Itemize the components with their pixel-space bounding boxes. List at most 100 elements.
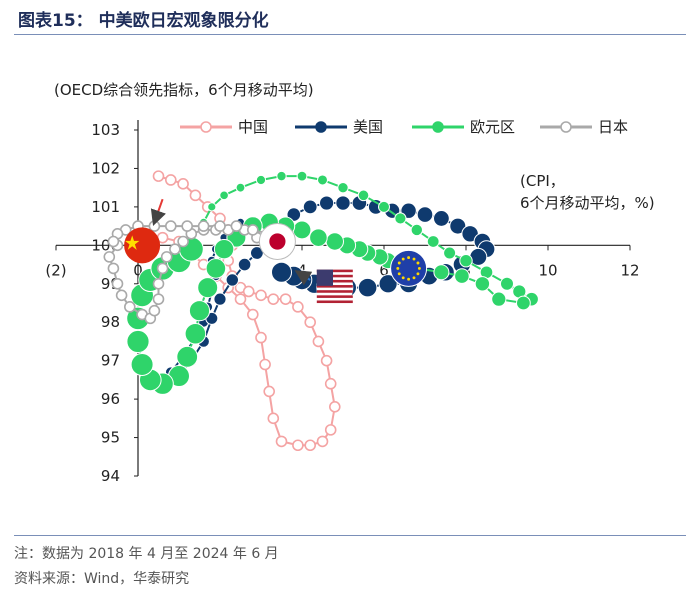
- x-tick-label: (2): [45, 261, 66, 279]
- data-point: [443, 246, 457, 260]
- data-point: [316, 435, 329, 448]
- data-point: [152, 170, 165, 182]
- data-point: [205, 258, 227, 279]
- data-point: [279, 293, 292, 305]
- data-point: [317, 174, 328, 186]
- x-axis-label-line1: (CPI，: [520, 172, 565, 190]
- direction-arrow: [150, 198, 166, 227]
- star-icon: [412, 257, 416, 261]
- star-icon: [416, 261, 420, 265]
- data-point: [325, 232, 344, 251]
- stripe: [316, 295, 353, 298]
- star-icon: [416, 272, 420, 276]
- data-point: [357, 277, 378, 298]
- data-point: [304, 316, 317, 329]
- stripe: [316, 274, 353, 278]
- data-point: [181, 220, 193, 232]
- top-divider: [14, 34, 686, 35]
- data-point: [378, 200, 390, 213]
- data-point: [219, 190, 229, 201]
- legend-label: 美国: [353, 118, 383, 136]
- data-point: [235, 182, 246, 193]
- legend-swatch-marker: [315, 121, 327, 133]
- star-icon: [401, 276, 405, 280]
- star-icon: [397, 261, 401, 265]
- data-point: [165, 174, 177, 186]
- y-tick-label: 97: [101, 352, 120, 370]
- data-point: [433, 210, 450, 227]
- data-point: [207, 202, 217, 212]
- data-point: [213, 238, 235, 260]
- y-axis-label: (OECD综合领先指标，6个月移动平均): [54, 81, 314, 99]
- data-point: [319, 195, 335, 211]
- data-point: [197, 220, 210, 232]
- data-point: [324, 424, 337, 436]
- y-tick-label: 101: [91, 198, 120, 216]
- data-point: [271, 261, 292, 283]
- data-point: [454, 268, 470, 284]
- data-point: [111, 277, 124, 290]
- x-axis-label-line2: 6个月移动平均，%): [520, 194, 655, 212]
- data-point: [292, 439, 304, 452]
- flag-日本: [258, 222, 296, 260]
- data-point: [328, 400, 341, 413]
- y-tick-label: 98: [101, 313, 120, 331]
- data-point: [292, 301, 304, 313]
- data-point: [103, 251, 116, 263]
- data-point: [130, 353, 154, 377]
- star-icon: [407, 277, 411, 281]
- data-point: [304, 439, 317, 452]
- stripe: [316, 300, 353, 304]
- data-point: [177, 178, 189, 190]
- data-point: [176, 345, 199, 368]
- data-point: [320, 354, 333, 367]
- flag-美国: [316, 269, 354, 307]
- star-icon: [407, 256, 411, 260]
- eu-flag-icon: [390, 249, 428, 287]
- legend-swatch-marker: [200, 121, 212, 133]
- x-tick-label: 10: [538, 261, 557, 279]
- legend-swatch-marker: [560, 121, 572, 133]
- star-icon: [412, 276, 416, 280]
- data-point: [474, 276, 491, 292]
- data-point: [426, 235, 440, 248]
- flag-欧元区: [390, 249, 428, 287]
- data-point: [309, 228, 328, 247]
- data-point: [152, 293, 165, 305]
- data-point: [230, 220, 243, 232]
- star-icon: [417, 266, 421, 270]
- data-point: [337, 181, 349, 194]
- data-point: [433, 264, 450, 281]
- sun-disc-icon: [269, 233, 286, 250]
- y-tick-label: 103: [91, 121, 120, 139]
- data-point: [302, 199, 318, 215]
- data-point: [225, 273, 240, 287]
- data-point: [259, 358, 271, 371]
- star-icon: [125, 235, 140, 250]
- y-tick-label: 94: [101, 467, 120, 485]
- data-point: [184, 322, 207, 345]
- data-point: [516, 295, 531, 311]
- data-point: [292, 220, 312, 240]
- data-point: [255, 174, 267, 186]
- series-layer: [103, 170, 539, 452]
- data-point: [335, 195, 351, 211]
- data-point: [296, 170, 308, 182]
- data-point: [234, 293, 247, 305]
- direction-arrow: [294, 270, 313, 286]
- flag-中国: [124, 227, 161, 264]
- data-point: [107, 262, 120, 275]
- star-icon: [401, 257, 405, 261]
- data-point: [276, 170, 287, 182]
- x-tick-label: 6: [379, 261, 389, 279]
- data-point: [169, 243, 181, 255]
- data-point: [189, 189, 202, 202]
- data-point: [237, 257, 252, 272]
- stripe: [316, 279, 353, 283]
- data-point: [148, 304, 161, 317]
- data-point: [255, 331, 267, 344]
- data-point: [124, 301, 136, 313]
- legend-label: 欧元区: [470, 118, 515, 136]
- data-point: [378, 274, 398, 294]
